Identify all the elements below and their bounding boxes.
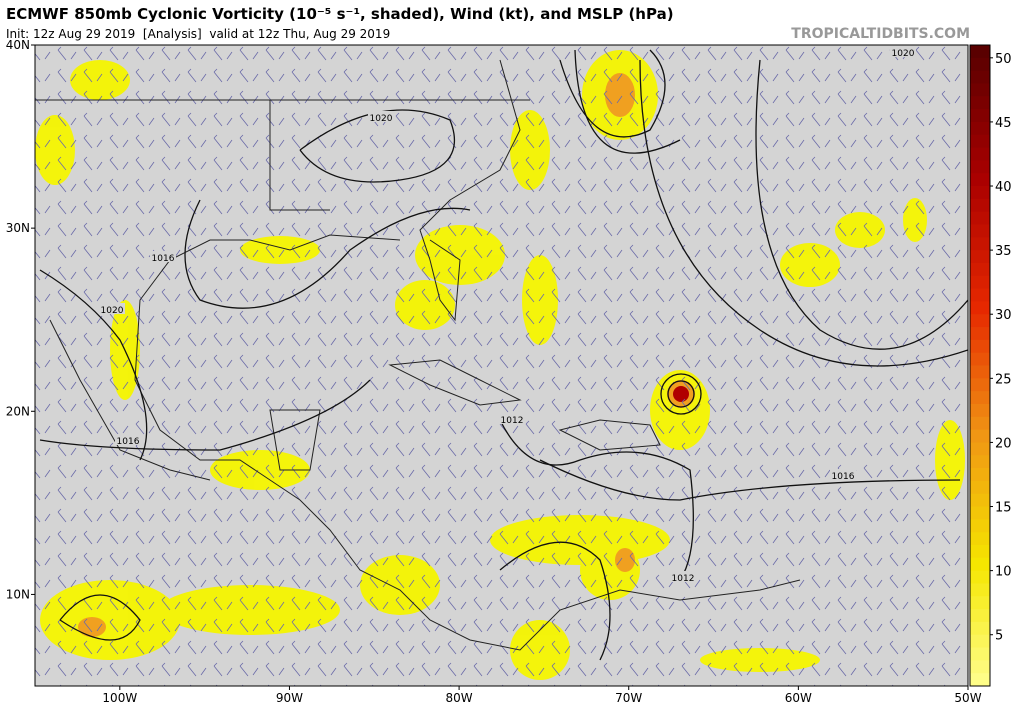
isobar-label-bg	[99, 303, 125, 314]
colorbar-cell	[970, 275, 990, 290]
lon-tick-label: 50W	[954, 691, 981, 705]
colorbar-cell	[970, 327, 990, 341]
colorbar-tick-label: 20	[995, 436, 1012, 451]
colorbar-cell	[970, 378, 990, 392]
colorbar-cell	[970, 403, 990, 418]
lon-tick-label: 60W	[785, 691, 812, 705]
colorbar-cell	[970, 557, 990, 572]
isobar-label-bg	[670, 571, 696, 582]
isobar-label: 1016	[832, 472, 855, 482]
wind-barbs	[35, 45, 968, 686]
lat-tick-label: 40N	[6, 38, 30, 52]
colorbar-cell	[970, 250, 990, 264]
colorbar-cell	[970, 173, 990, 187]
colorbar-cell	[970, 301, 990, 315]
colorbar-cell	[970, 224, 990, 238]
colorbar-frame	[969, 44, 991, 687]
colorbar-tick-label: 15	[995, 501, 1012, 516]
colorbar-cell	[970, 544, 990, 559]
colorbar-cell	[970, 647, 990, 661]
colorbar-cell	[970, 288, 990, 302]
subtitle: Init: 12z Aug 29 2019 [Analysis] valid a…	[6, 27, 390, 41]
lon-tick-label: 70W	[615, 691, 642, 705]
isobar-label: 1020	[101, 306, 124, 316]
colorbar-cell	[970, 570, 990, 584]
isobar-label: 1012	[672, 574, 695, 584]
colorbar-tick-label: 5	[995, 629, 1003, 644]
colorbar-tick-label: 45	[995, 116, 1012, 131]
title: ECMWF 850mb Cyclonic Vorticity (10⁻⁵ s⁻¹…	[6, 5, 674, 23]
colorbar-cell	[970, 198, 990, 213]
isobar-label-bg	[115, 434, 141, 445]
colorbar-cell	[970, 493, 990, 508]
colorbar-tick-label: 40	[995, 180, 1012, 195]
isobar-label-bg	[150, 251, 176, 262]
isobar-label: 1016	[152, 254, 175, 264]
colorbar-cell	[970, 352, 990, 366]
lon-tick-label: 90W	[276, 691, 303, 705]
colorbar-cell	[970, 109, 990, 123]
colorbar-cell	[970, 134, 990, 149]
isobar-label-bg	[499, 413, 525, 424]
colorbar-tick-label: 35	[995, 244, 1012, 259]
colorbar-cell	[970, 519, 990, 533]
colorbar-cell	[970, 70, 990, 84]
colorbar-cell	[970, 211, 990, 225]
colorbar-cell	[970, 45, 990, 59]
lat-tick-label: 30N	[6, 221, 30, 235]
colorbar-cell	[970, 160, 990, 174]
colorbar-cell	[970, 314, 990, 328]
isobar-label-bg	[368, 111, 394, 122]
colorbar-cell	[970, 237, 990, 251]
colorbar: 5 10 15 20 25 30 35 40 45 50	[969, 44, 1012, 687]
colorbar-cell	[970, 429, 990, 443]
watermark: TROPICALTIDBITS.COM	[791, 26, 970, 42]
lon-tick-label: 80W	[446, 691, 473, 705]
map-area	[35, 45, 968, 686]
colorbar-cell	[970, 609, 990, 623]
isobar-label: 1020	[370, 114, 393, 124]
colorbar-tick-label: 50	[995, 52, 1012, 67]
colorbar-cell	[970, 455, 990, 469]
colorbar-cell	[970, 83, 990, 97]
isobar-label-bg	[890, 46, 916, 57]
colorbar-cell	[970, 621, 990, 636]
colorbar-cell	[970, 416, 990, 431]
colorbar-cell	[970, 583, 990, 597]
colorbar-cell	[970, 147, 990, 161]
colorbar-cell	[970, 596, 990, 610]
colorbar-cell	[970, 660, 990, 674]
colorbar-cell	[970, 96, 990, 110]
colorbar-tick-label: 10	[995, 565, 1012, 580]
colorbar-cell	[970, 532, 990, 546]
colorbar-cell	[970, 442, 990, 456]
coastlines	[35, 59, 801, 651]
lat-tick-label: 10N	[6, 587, 30, 601]
colorbar-cell	[970, 339, 990, 354]
colorbar-cell	[970, 262, 990, 277]
colorbar-cell	[970, 57, 990, 72]
colorbar-cell	[970, 634, 990, 649]
isobar-label: 1012	[501, 416, 524, 426]
colorbar-cell	[970, 365, 990, 379]
lat-tick-label: 20N	[6, 404, 30, 418]
isobar-label-bg	[830, 469, 856, 480]
isobar-label: 1020	[892, 49, 915, 59]
colorbar-tick-label: 30	[995, 308, 1012, 323]
colorbar-cell	[970, 468, 990, 482]
isobar-label: 1016	[117, 437, 140, 447]
map-frame	[34, 44, 969, 687]
colorbar-cell	[970, 186, 990, 200]
colorbar-cell	[970, 506, 990, 520]
colorbar-cell	[970, 121, 990, 136]
colorbar-cell	[970, 673, 990, 687]
isobars	[39, 49, 968, 661]
colorbar-cell	[970, 480, 990, 495]
lon-tick-label: 100W	[102, 691, 137, 705]
colorbar-cell	[970, 391, 990, 405]
colorbar-tick-label: 25	[995, 372, 1012, 387]
